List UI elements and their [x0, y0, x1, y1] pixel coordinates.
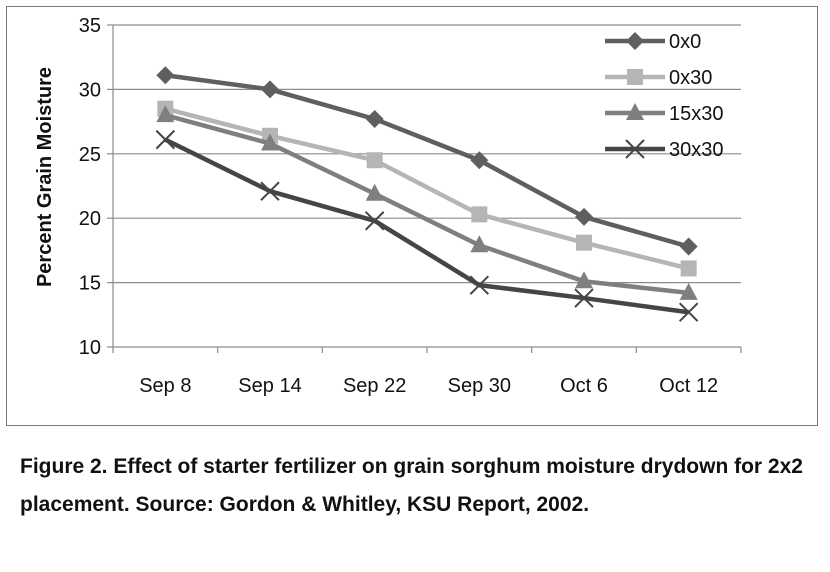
figure-caption: Figure 2. Effect of starter fertilizer o…	[20, 455, 803, 516]
series-line-15x30	[164, 112, 689, 296]
data-point-15x30	[156, 105, 175, 123]
data-point-0x0	[470, 151, 489, 170]
data-point-15x30	[470, 235, 489, 253]
legend: 0x0 0x30 15x30 30x30	[605, 31, 724, 161]
legend-label: 30x30	[669, 139, 724, 161]
data-point-0x0	[575, 207, 593, 226]
axes: 10 15 20 25 30 35 Sep 8 Sep 14 Sep 22 Sep 30 Oct 6…	[79, 15, 742, 397]
y-axis-title: Percent Grain Moisture	[34, 67, 56, 287]
x-marker-stroke	[260, 181, 280, 201]
y-tick-label: 10	[79, 337, 101, 359]
data-point-15x30	[365, 183, 384, 201]
x-tick-label: Oct 6	[560, 375, 608, 397]
legend-entry-15x30: 15x30	[605, 103, 724, 125]
legend-entry-30x30: 30x30	[605, 139, 724, 161]
legend-entry-0x30: 0x30	[605, 67, 712, 89]
y-tick-label: 15	[79, 273, 101, 295]
chart-frame: 10 15 20 25 30 35 Sep 8 Sep 14 Sep 22 Sep 30 Oct 6…	[6, 6, 818, 426]
series-line-0x0	[165, 73, 690, 249]
x-marker-stroke	[469, 275, 490, 295]
y-tick-label: 30	[79, 79, 101, 101]
legend-label: 15x30	[669, 103, 724, 125]
data-point-0x0	[156, 66, 175, 85]
data-point-0x0	[365, 110, 384, 129]
data-point-0x30	[680, 260, 697, 277]
x-tick-label: Sep 14	[238, 375, 301, 397]
data-point-30x30	[260, 181, 280, 201]
data-point-0x30	[366, 152, 383, 169]
x-marker-stroke	[625, 139, 645, 159]
legend-label: 0x0	[669, 31, 701, 53]
y-tick-label: 35	[79, 15, 101, 37]
gridlines	[113, 24, 741, 284]
x-marker-stroke	[155, 129, 176, 150]
data-point-15x30	[575, 271, 593, 289]
x-marker-stroke	[364, 211, 385, 231]
data-point-0x30	[471, 206, 488, 223]
data-point-30x30	[574, 288, 594, 308]
x-marker-stroke	[574, 288, 594, 308]
data-point-30x30	[469, 275, 490, 295]
legend-label: 0x30	[669, 67, 712, 89]
series-lines	[155, 66, 699, 322]
data-point-30x30	[364, 211, 385, 231]
line-chart: 10 15 20 25 30 35 Sep 8 Sep 14 Sep 22 Sep 30 Oct 6…	[34, 15, 742, 397]
data-point-30x30	[678, 302, 699, 322]
x-tick-label: Oct 12	[659, 375, 718, 397]
x-marker-stroke	[678, 302, 699, 322]
legend-marker	[626, 103, 644, 120]
legend-marker	[625, 139, 645, 159]
series-line-30x30	[164, 137, 689, 315]
legend-entry-0x0: 0x0	[605, 31, 701, 53]
x-tick-label: Sep 30	[448, 375, 511, 397]
y-tick-label: 25	[79, 144, 101, 166]
data-point-15x30	[679, 282, 698, 300]
legend-marker	[627, 69, 643, 85]
data-point-0x30	[576, 234, 592, 251]
data-point-15x30	[261, 133, 279, 151]
series-line-0x30	[164, 106, 690, 271]
legend-marker	[626, 32, 644, 50]
x-tick-label: Sep 22	[343, 375, 406, 397]
data-point-30x30	[155, 129, 176, 150]
y-tick-label: 20	[79, 208, 101, 230]
data-point-0x0	[679, 237, 698, 256]
data-point-0x0	[261, 80, 279, 99]
x-tick-label: Sep 8	[139, 375, 191, 397]
